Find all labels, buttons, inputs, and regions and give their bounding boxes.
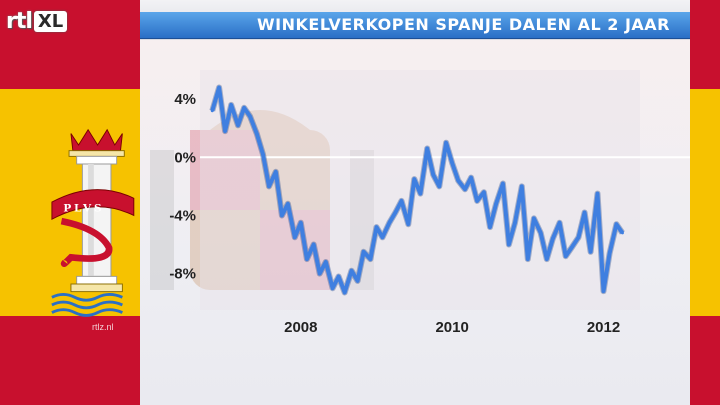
data-point [312, 243, 316, 247]
data-point [564, 254, 568, 258]
data-point [299, 221, 303, 225]
data-point [261, 152, 265, 156]
data-point [539, 231, 543, 235]
data-point [223, 129, 227, 133]
data-point [507, 243, 511, 247]
data-point [337, 275, 341, 279]
data-point [551, 237, 555, 241]
title-bar: WINKELVERKOPEN SPANJE DALEN AL 2 JAAR [140, 12, 690, 39]
data-point [583, 211, 587, 215]
series-line-0 [210, 85, 625, 295]
x-tick-label: 2010 [435, 319, 468, 336]
data-point [393, 211, 397, 215]
data-point [350, 269, 354, 273]
data-point [437, 184, 441, 188]
data-point [217, 85, 221, 89]
line-chart: 4% 0% -4% -8% 2008 2010 2012 [169, 70, 690, 336]
data-point [532, 216, 536, 220]
data-point [267, 184, 271, 188]
data-point [356, 279, 360, 283]
data-point [343, 291, 347, 295]
data-point [570, 245, 574, 249]
data-point [418, 192, 422, 196]
data-point [331, 286, 335, 290]
data-point [255, 132, 259, 136]
y-tick-label: -8% [169, 266, 196, 283]
data-point [406, 222, 410, 226]
data-point [545, 257, 549, 261]
data-point [614, 222, 618, 226]
data-point [475, 199, 479, 203]
emblem-motto: PLVS [63, 203, 104, 215]
data-point [431, 173, 435, 177]
data-point [444, 141, 448, 145]
chart-title: WINKELVERKOPEN SPANJE DALEN AL 2 JAAR [257, 15, 670, 34]
data-point [482, 190, 486, 194]
x-tick-label: 2012 [587, 319, 620, 336]
data-point [469, 176, 473, 180]
x-tick-label: 2008 [284, 319, 317, 336]
data-point [494, 202, 498, 206]
data-point [463, 187, 467, 191]
logo-rtl-text: rtl [6, 8, 33, 34]
spanish-flag-right [690, 0, 720, 405]
y-tick-label: -4% [169, 207, 196, 224]
data-point [620, 231, 624, 235]
data-point [280, 213, 284, 217]
data-point [589, 250, 593, 254]
data-point [210, 109, 214, 113]
data-point [274, 170, 278, 174]
data-point [381, 235, 385, 239]
data-point [286, 202, 290, 206]
logo-xl-text: XL [33, 10, 68, 32]
data-point [450, 161, 454, 165]
data-point [305, 257, 309, 261]
pillar-emblem-icon: PLVS [51, 128, 135, 317]
data-point [577, 235, 581, 239]
data-point [608, 251, 612, 255]
data-point [399, 199, 403, 203]
data-point [456, 179, 460, 183]
data-point [595, 192, 599, 196]
y-axis-ticks: 4% 0% -4% -8% [169, 91, 196, 283]
data-point [488, 225, 492, 229]
y-tick-label: 0% [174, 149, 196, 166]
data-point [602, 289, 606, 293]
chart-grid [200, 70, 690, 310]
data-point [362, 250, 366, 254]
coat-of-arms-watermark-icon [150, 110, 374, 290]
data-point [248, 115, 252, 119]
data-point [368, 257, 372, 261]
data-point [387, 221, 391, 225]
data-point [520, 184, 524, 188]
data-point [412, 177, 416, 181]
data-point [236, 123, 240, 127]
rtlxl-logo: rtl XL [6, 6, 68, 36]
x-axis-ticks: 2008 2010 2012 [284, 319, 620, 336]
data-point [229, 103, 233, 107]
data-point [242, 106, 246, 110]
data-point [513, 221, 517, 225]
data-point [425, 147, 429, 151]
data-point [526, 257, 530, 261]
watermark-text: rtlz.nl [92, 322, 114, 332]
chart-series [209, 84, 625, 296]
data-point [293, 235, 297, 239]
data-point [558, 221, 562, 225]
data-point [324, 260, 328, 264]
data-point [318, 272, 322, 276]
data-point [374, 225, 378, 229]
data-point [501, 181, 505, 185]
y-tick-label: 4% [174, 91, 196, 108]
